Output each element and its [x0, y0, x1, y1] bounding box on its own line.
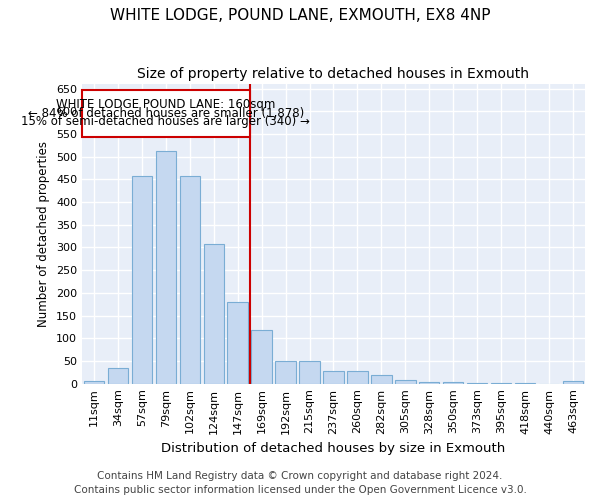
Bar [131, 176, 152, 384]
Bar [107, 368, 128, 384]
Bar [467, 383, 487, 384]
Bar [563, 382, 583, 384]
X-axis label: Distribution of detached houses by size in Exmouth: Distribution of detached houses by size … [161, 442, 506, 455]
Bar [155, 151, 176, 384]
Bar [395, 380, 416, 384]
Bar [371, 374, 392, 384]
Text: 15% of semi-detached houses are larger (340) →: 15% of semi-detached houses are larger (… [22, 116, 310, 128]
Y-axis label: Number of detached properties: Number of detached properties [37, 141, 50, 327]
Bar [443, 382, 463, 384]
Text: WHITE LODGE, POUND LANE, EXMOUTH, EX8 4NP: WHITE LODGE, POUND LANE, EXMOUTH, EX8 4N… [110, 8, 490, 22]
Bar [299, 361, 320, 384]
Bar [203, 244, 224, 384]
Bar [347, 372, 368, 384]
Text: Contains HM Land Registry data © Crown copyright and database right 2024.
Contai: Contains HM Land Registry data © Crown c… [74, 471, 526, 495]
FancyBboxPatch shape [82, 90, 250, 137]
Bar [251, 330, 272, 384]
Bar [323, 372, 344, 384]
Bar [275, 361, 296, 384]
Text: WHITE LODGE POUND LANE: 160sqm: WHITE LODGE POUND LANE: 160sqm [56, 98, 275, 110]
Bar [84, 382, 104, 384]
Bar [227, 302, 248, 384]
Bar [419, 382, 439, 384]
Text: ← 84% of detached houses are smaller (1,878): ← 84% of detached houses are smaller (1,… [28, 107, 304, 120]
Bar [179, 176, 200, 384]
Title: Size of property relative to detached houses in Exmouth: Size of property relative to detached ho… [137, 68, 529, 82]
